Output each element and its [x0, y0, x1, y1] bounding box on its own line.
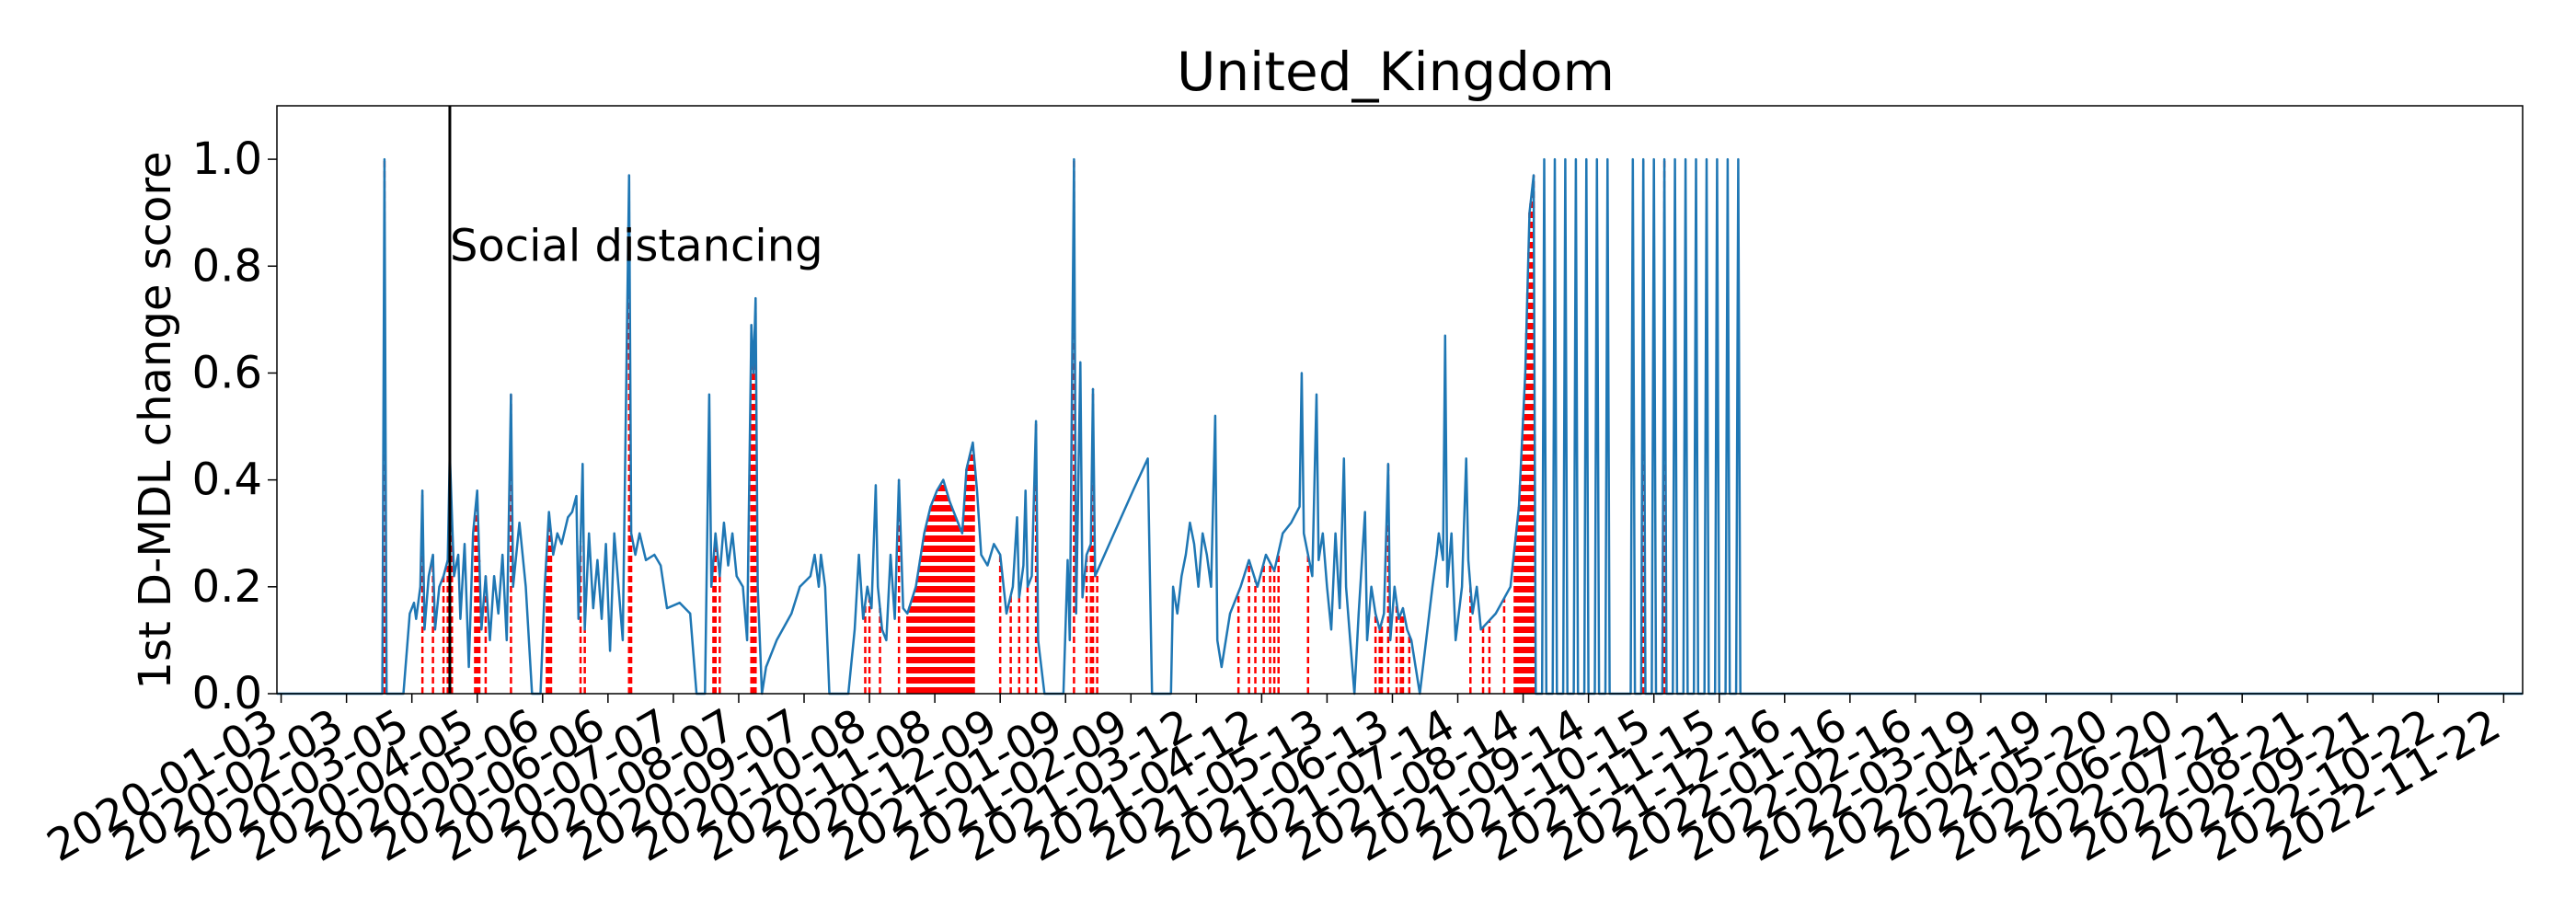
y-tick-label: 0.4 [192, 454, 262, 506]
y-tick-label: 0.2 [192, 561, 262, 613]
y-axis-label: 1st D-MDL change score [130, 151, 181, 689]
chart-title: United_Kingdom [1177, 40, 1615, 103]
x-axis: 2020-01-032020-02-032020-03-052020-04-05… [39, 694, 2509, 872]
axes-frame [276, 105, 2524, 695]
plot-area [277, 157, 2523, 696]
y-axis: 0.0 0.2 0.4 0.6 0.8 1.0 [192, 133, 277, 719]
y-tick-label: 0.8 [192, 240, 262, 292]
score-line [277, 157, 2523, 696]
y-tick-label: 0.6 [192, 347, 262, 398]
y-tick-label: 1.0 [192, 133, 262, 185]
event-annotation: Social distancing [450, 220, 823, 271]
y-tick-label: 0.0 [192, 668, 262, 719]
